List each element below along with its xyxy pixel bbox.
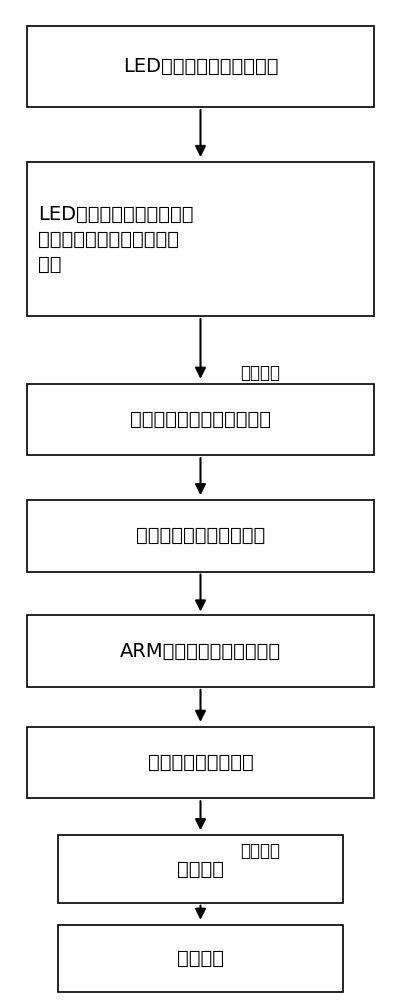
FancyBboxPatch shape	[58, 835, 343, 903]
Text: 信号放大过滤，计算处理: 信号放大过滤，计算处理	[136, 526, 265, 545]
FancyBboxPatch shape	[26, 162, 375, 316]
FancyBboxPatch shape	[58, 925, 343, 992]
FancyBboxPatch shape	[26, 727, 375, 798]
Text: 终端设备: 终端设备	[177, 859, 224, 878]
Text: 执行命令: 执行命令	[177, 949, 224, 968]
FancyBboxPatch shape	[26, 384, 375, 455]
Text: ARM处理器对数据再次处理: ARM处理器对数据再次处理	[120, 642, 281, 661]
Text: 云端处理器计算处理: 云端处理器计算处理	[148, 753, 253, 772]
Text: LED指示灯打开，佩戴头箍: LED指示灯打开，佩戴头箍	[123, 57, 278, 76]
Text: 无线传输: 无线传输	[240, 842, 280, 860]
FancyBboxPatch shape	[26, 26, 375, 107]
Text: 脑电传感器采集脑电波信号: 脑电传感器采集脑电波信号	[130, 410, 271, 429]
Text: LED指示灯持续蓝光闪烁，
麦克风发出发出连续两声提
示声: LED指示灯持续蓝光闪烁， 麦克风发出发出连续两声提 示声	[38, 204, 194, 273]
Text: 佩戴正确: 佩戴正确	[240, 364, 280, 382]
FancyBboxPatch shape	[26, 500, 375, 572]
FancyBboxPatch shape	[26, 615, 375, 687]
